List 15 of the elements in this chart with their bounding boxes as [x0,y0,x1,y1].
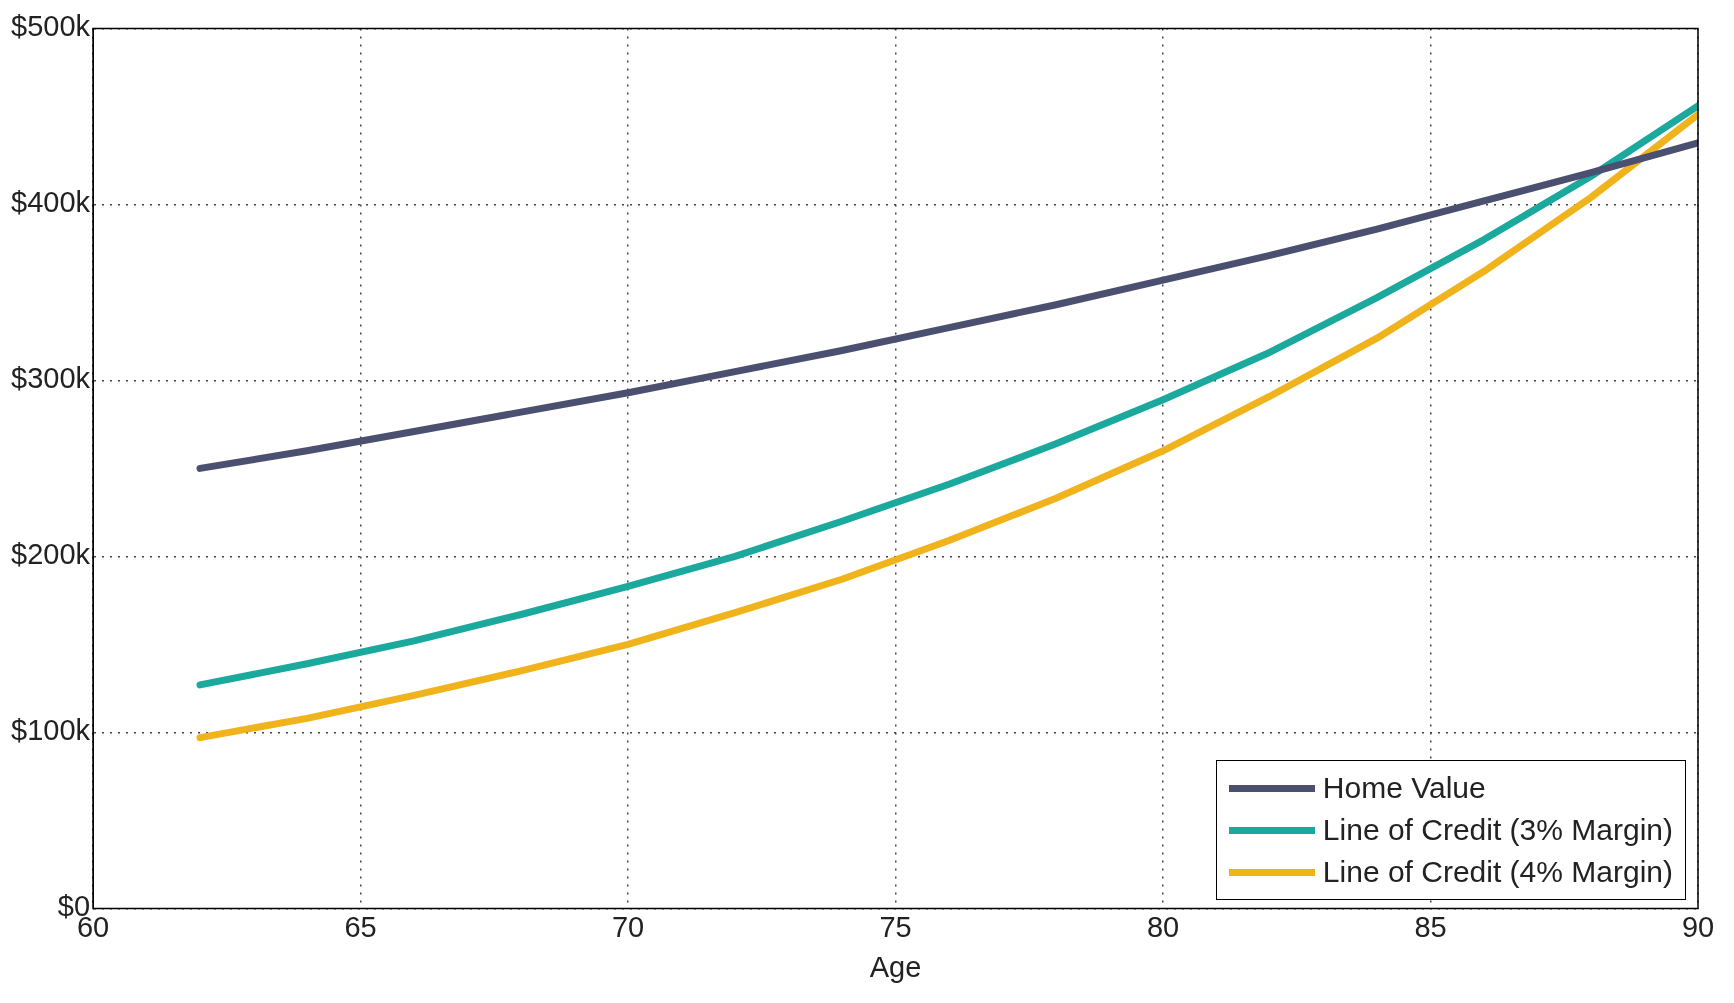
legend-label: Home Value [1322,771,1486,806]
y-tick-label: $300k [11,362,91,395]
y-tick-label: $200k [11,538,91,571]
x-tick-label: 75 [879,910,912,943]
legend-label: Line of Credit (4% Margin) [1322,855,1673,890]
y-tick-label: $400k [11,186,91,219]
x-tick-label: 65 [344,910,377,943]
x-tick-label: 85 [1414,910,1447,943]
x-tick-label: 80 [1146,910,1180,943]
x-axis-title: Age [869,950,922,983]
y-tick-label: $500k [11,10,91,43]
x-tick-label: 70 [611,910,645,943]
x-tick-label: 90 [1681,910,1715,943]
legend-label: Line of Credit (3% Margin) [1322,813,1673,848]
y-tick-label: $100k [11,714,91,747]
